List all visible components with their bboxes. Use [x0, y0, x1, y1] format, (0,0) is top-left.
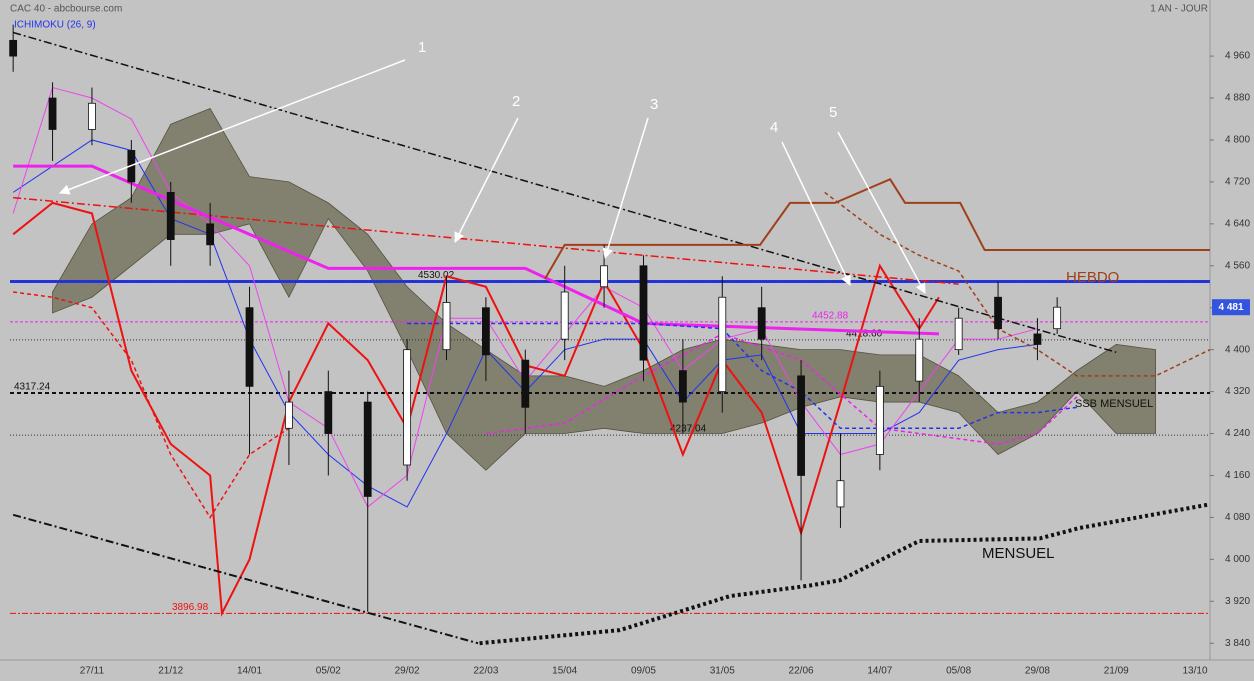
candle-body	[285, 401, 293, 429]
line	[12, 201, 940, 617]
y-tick-label: 4 960	[1225, 51, 1250, 62]
x-tick-label: 21/12	[158, 666, 183, 677]
candle-body	[994, 296, 1002, 330]
x-tick-label: 27/11	[80, 666, 105, 677]
annotation: 5	[829, 104, 837, 121]
y-tick-label: 4 640	[1225, 218, 1250, 229]
y-tick-label: 4 000	[1225, 554, 1250, 565]
indicator-label: ICHIMOKU (26, 9)	[14, 20, 96, 31]
candle-body	[600, 265, 608, 288]
last-price-box	[1212, 299, 1250, 316]
x-tick-label: 21/09	[1104, 666, 1129, 677]
y-tick-label: 4 320	[1225, 386, 1250, 397]
candle-body	[442, 302, 451, 351]
x-tick-label: 05/08	[946, 666, 971, 677]
candle-body	[166, 191, 175, 240]
y-tick-label: 4 400	[1225, 344, 1250, 355]
candle-body	[639, 265, 648, 361]
x-tick-label: 29/02	[395, 666, 420, 677]
x-tick-label: 15/04	[552, 666, 577, 677]
y-tick-label: 4 160	[1225, 470, 1250, 481]
candle-body	[482, 307, 490, 356]
candle-body	[88, 102, 96, 130]
x-tick-label: 22/06	[789, 666, 814, 677]
level-label: 4452.88	[812, 311, 849, 322]
candle-body	[324, 391, 333, 434]
candle-body	[521, 359, 530, 408]
annotations: 1 2 3 4 5	[59, 39, 926, 294]
candle-body	[757, 307, 766, 340]
candle-body	[1033, 333, 1042, 345]
y-tick-label: 4 240	[1225, 428, 1250, 439]
arrow	[837, 131, 926, 294]
annotation: 3	[650, 96, 658, 113]
level-label: 4237.04	[670, 424, 707, 435]
arrow	[781, 141, 851, 286]
annotation: 2	[512, 93, 520, 110]
level-label: 4530.02	[418, 270, 455, 281]
x-tick-label: 29/08	[1025, 666, 1050, 677]
y-tick-label: 4 720	[1225, 177, 1250, 188]
level-label: 4418.60	[846, 329, 883, 340]
candle-body	[245, 307, 254, 387]
y-tick-label: 4 080	[1225, 512, 1250, 523]
series-label: HEBDO	[1066, 269, 1119, 286]
line	[13, 164, 940, 336]
level-name: SSB MENSUEL	[1075, 398, 1153, 410]
x-tick-label: 31/05	[710, 666, 735, 677]
x-tick-label: 13/10	[1183, 666, 1208, 677]
y-tick-label: 3 920	[1225, 596, 1250, 607]
y-tick-label: 4 800	[1225, 135, 1250, 146]
last-price-label: 4 481	[1218, 302, 1243, 313]
candle-body	[875, 385, 884, 455]
candle-body	[48, 97, 57, 130]
series-label: MENSUEL	[982, 545, 1055, 562]
x-tick-label: 22/03	[473, 666, 498, 677]
candle-body	[915, 338, 924, 382]
candle-body	[560, 291, 569, 340]
y-tick-label: 4 880	[1225, 93, 1250, 104]
line	[13, 196, 959, 285]
candle-body	[836, 480, 845, 508]
candle-body	[954, 317, 963, 351]
candle-body	[206, 223, 215, 246]
x-tick-label: 05/02	[316, 666, 341, 677]
line	[485, 333, 1078, 445]
line	[13, 291, 290, 519]
arrow	[59, 59, 406, 195]
level-label: 3896.98	[172, 602, 209, 613]
line	[407, 322, 1077, 430]
x-tick-label: 14/01	[237, 666, 262, 677]
candle-body	[403, 349, 412, 466]
candle-body	[1053, 306, 1062, 330]
arrow	[602, 117, 649, 260]
line	[12, 513, 479, 645]
chart-title: CAC 40 - abcbourse.com	[10, 4, 122, 15]
x-tick-label: 14/07	[867, 666, 892, 677]
candle-body	[678, 370, 687, 403]
annotation: 4	[770, 119, 778, 136]
level-label: 4317.24	[14, 382, 51, 393]
candle-body	[718, 296, 727, 392]
plot: 4530.02 4452.88 4418.60 4317.24 SSB MENSUEL 4…	[9, 24, 1211, 646]
line	[479, 502, 1211, 646]
annotation: 1	[418, 39, 426, 56]
line	[544, 178, 1210, 280]
arrow	[454, 117, 519, 243]
chart-subtitle: 1 AN - JOUR	[1150, 4, 1208, 15]
candle-body	[797, 375, 805, 476]
candle-body	[9, 39, 18, 57]
x-tick-label: 09/05	[631, 666, 656, 677]
candle-body	[363, 401, 372, 497]
y-tick-label: 3 840	[1225, 638, 1250, 649]
y-tick-label: 4 560	[1225, 260, 1250, 271]
